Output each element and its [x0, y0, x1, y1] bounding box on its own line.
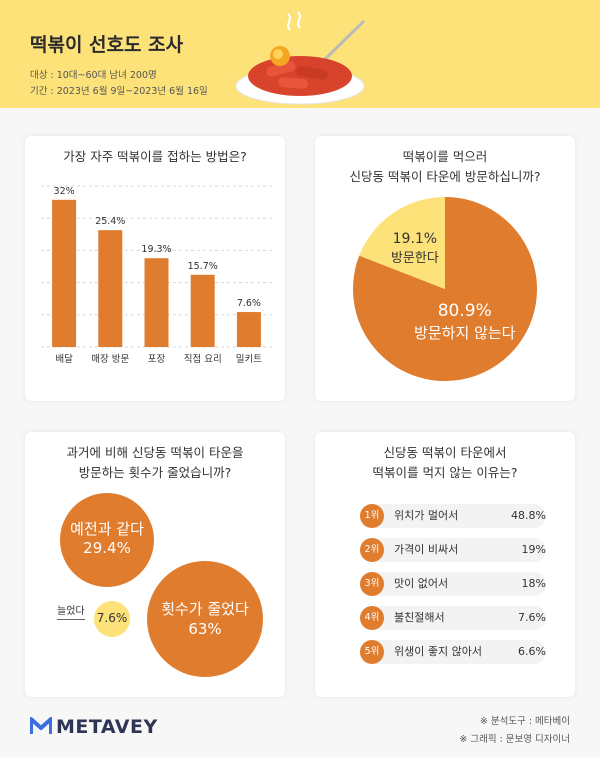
- metavey-logo-icon: [30, 717, 52, 734]
- frequency-bubble-chart: [60, 493, 263, 677]
- visit-chart-title-line2: 신당동 떡볶이 타운에 방문하십니까?: [349, 169, 541, 184]
- bar-category-label: 매장 방문: [91, 354, 129, 365]
- survey-target: 대상 : 10대~60대 남녀 200명: [30, 70, 157, 81]
- bar: [144, 258, 169, 347]
- bar: [190, 274, 215, 347]
- footnote-graphic: ※ 그래픽 : 문보영 디자이너: [459, 734, 570, 745]
- bubble-decreased-value: 63%: [188, 620, 222, 638]
- reason-row: 3위 맛이 없어서 18%: [360, 572, 546, 596]
- reason-text: 맛이 없어서: [394, 577, 449, 590]
- reason-rank: 4위: [360, 606, 384, 630]
- reasons-card: 신당동 떡볶이 타운에서 떡볶이를 먹지 않는 이유는? 1위 위치가 멀어서 …: [315, 432, 575, 697]
- pie-slice-label: 방문하지 않는다: [414, 324, 516, 342]
- frequency-chart-title-line1: 과거에 비해 신당동 떡볶이 타운을: [66, 445, 244, 460]
- bar-category-label: 직접 요리: [184, 353, 222, 365]
- bar-value-label: 25.4%: [95, 216, 125, 227]
- method-chart-title: 가장 자주 떡볶이를 접하는 방법은?: [63, 149, 247, 164]
- bubble-increased-label: 늘었다: [57, 605, 85, 620]
- tteokbokki-dish-illustration: [235, 11, 365, 105]
- reason-rank: 3위: [360, 572, 384, 596]
- reason-row: 4위 불친절해서 7.6%: [360, 606, 546, 630]
- reason-row: 5위 위생이 좋지 않아서 6.6%: [360, 640, 546, 664]
- bar-value-label: 19.3%: [141, 244, 171, 255]
- reason-value: 19%: [521, 543, 546, 556]
- visit-pie-chart: 80.9% 방문하지 않는다 19.1% 방문한다: [353, 197, 537, 381]
- reason-row-bg: [360, 572, 546, 596]
- bubble-same: [60, 493, 154, 587]
- method-bar-chart: 32% 배달 25.4% 매장 방문 19.3% 포장 15.7% 직접 요리 7.6% 밀키트: [41, 185, 272, 365]
- reason-row-bg: [360, 504, 546, 528]
- bar-value-label: 15.7%: [188, 261, 218, 272]
- pie-slice: [359, 197, 445, 289]
- method-card: 가장 자주 떡볶이를 접하는 방법은? 32% 배달 25.4% 매장 방문 19.3%…: [25, 136, 285, 401]
- reason-value: 48.8%: [511, 509, 546, 522]
- frequency-chart-title-line2: 방문하는 횟수가 줄었습니까?: [78, 465, 232, 480]
- bar: [52, 199, 77, 347]
- reasons-title-line2: 떡볶이를 먹지 않는 이유는?: [372, 465, 518, 480]
- metavey-logo-text: METAVEY: [56, 716, 158, 738]
- bar-value-label: 32%: [54, 186, 75, 197]
- bubble-decreased-label: 횟수가 줄었다: [161, 600, 249, 618]
- reason-rank: 1위: [360, 504, 384, 528]
- bar-value-label: 7.6%: [237, 298, 261, 309]
- bubble-same-value: 29.4%: [83, 539, 131, 557]
- bubble-same-label: 예전과 같다: [70, 520, 144, 538]
- reason-row-bg: [360, 640, 546, 664]
- visit-card: 떡볶이를 먹으러 신당동 떡볶이 타운에 방문하십니까? 80.9% 방문하지 않…: [315, 136, 575, 401]
- pie-slice-label: 방문한다: [391, 251, 439, 266]
- reason-row-bg: [360, 538, 546, 562]
- reason-rank: 5위: [360, 640, 384, 664]
- reason-value: 6.6%: [518, 645, 546, 658]
- reason-text: 불친절해서: [394, 611, 445, 624]
- bar: [236, 312, 261, 347]
- bar-category-label: 배달: [55, 353, 73, 365]
- bubble-increased: [94, 601, 130, 637]
- pie-value-label: 19.1%: [393, 231, 437, 247]
- header-banner: 떡볶이 선호도 조사 대상 : 10대~60대 남녀 200명 기간 : 202…: [0, 0, 600, 108]
- reason-row: 1위 위치가 멀어서 48.8%: [360, 504, 546, 528]
- reason-rank: 2위: [360, 538, 384, 562]
- reason-value: 7.6%: [518, 611, 546, 624]
- bar: [98, 230, 123, 347]
- reason-text: 가격이 비싸서: [394, 543, 459, 556]
- reason-text: 위치가 멀어서: [394, 509, 459, 522]
- bubble-increased-value: 7.6%: [96, 611, 128, 625]
- visit-chart-title-line1: 떡볶이를 먹으러: [402, 149, 488, 164]
- pie-value-label: 80.9%: [438, 301, 492, 321]
- reasons-title-line1: 신당동 떡볶이 타운에서: [383, 445, 507, 460]
- reason-row: 2위 가격이 비싸서 19%: [360, 538, 546, 562]
- footnote-tool: ※ 분석도구 : 메타베이: [479, 716, 570, 727]
- bar-category-label: 밀키트: [236, 353, 262, 365]
- frequency-card: 과거에 비해 신당동 떡볶이 타운을 방문하는 횟수가 줄었습니까? 예전과 같…: [25, 432, 285, 697]
- bar-category-label: 포장: [148, 354, 166, 365]
- reason-row-bg: [360, 606, 546, 630]
- survey-period: 기간 : 2023년 6월 9일~2023년 6월 16일: [30, 86, 208, 97]
- page-title: 떡볶이 선호도 조사: [30, 34, 184, 56]
- bubble-decreased: [147, 561, 263, 677]
- reason-text: 위생이 좋지 않아서: [394, 645, 482, 658]
- reason-value: 18%: [521, 577, 546, 590]
